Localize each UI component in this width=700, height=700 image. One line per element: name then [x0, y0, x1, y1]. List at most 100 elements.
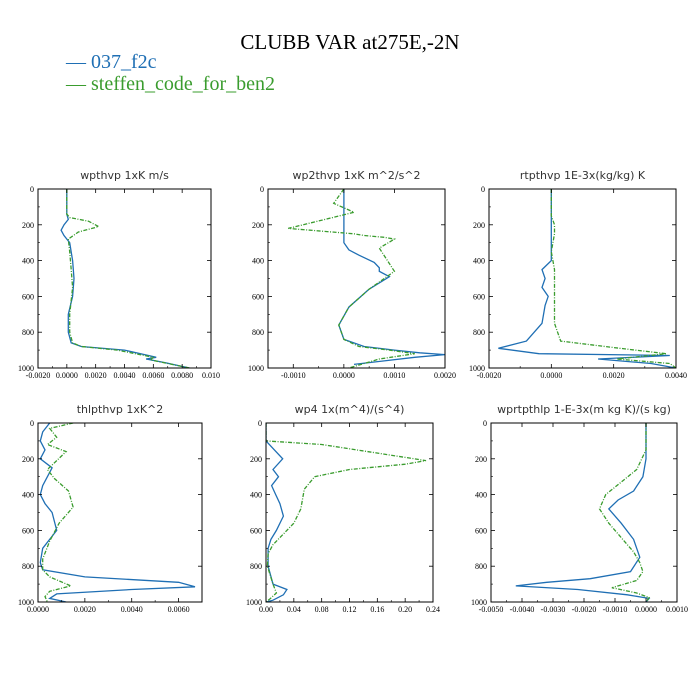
series-line-steffen-code-for-ben2	[550, 189, 676, 368]
x-tick-label: -0.0030	[541, 605, 566, 614]
y-tick-label: 400	[22, 257, 34, 266]
y-tick-label: 1000	[469, 364, 485, 373]
x-tick-label: -0.0020	[26, 371, 51, 380]
x-tick-label: 0.0060	[142, 371, 164, 380]
x-tick-label: 0.20	[398, 605, 412, 614]
y-tick-label: 0	[30, 419, 34, 428]
x-tick-label: 0.0040	[121, 605, 143, 614]
x-tick-label: -0.0010	[603, 605, 628, 614]
y-tick-label: 800	[22, 562, 34, 571]
y-tick-label: 400	[252, 257, 264, 266]
series-line-steffen-code-for-ben2	[598, 423, 651, 602]
y-tick-label: 400	[473, 257, 485, 266]
series-line-steffen-code-for-ben2	[266, 423, 427, 602]
chart-panel-6: wprtpthlp 1-E-3x(m kg K)/(s kg) -0.0050 -0…	[471, 403, 688, 614]
x-tick-label: 0.16	[370, 605, 384, 614]
y-tick-label: 600	[473, 292, 485, 301]
plot-frame	[37, 422, 203, 603]
x-tick-label: 0.0040	[665, 371, 687, 380]
series-line-steffen-code-for-ben2	[42, 423, 74, 602]
x-tick-label: 0.24	[426, 605, 440, 614]
x-tick-label: 0.0020	[603, 371, 625, 380]
y-tick-label: 1000	[248, 364, 264, 373]
y-tick-label: 0	[481, 185, 485, 194]
y-tick-label: 400	[250, 491, 262, 500]
x-tick-label: -0.0020	[572, 605, 597, 614]
y-tick-label: 0	[260, 185, 264, 194]
panel-title: wp2thvp 1xK m^2/s^2	[292, 169, 420, 182]
legend-entry-steffen: — steffen_code_for_ben2	[66, 73, 276, 95]
series-line-037-f2c	[266, 423, 288, 602]
series-line-037-f2c	[498, 189, 676, 368]
x-tick-label: 0.0000	[27, 605, 49, 614]
y-tick-label: 0	[483, 419, 487, 428]
chart-panel-5: wp4 1x(m^4)/(s^4) 0.00 0.04 0.08 0.12 0.16 0.2…	[246, 403, 440, 614]
x-tick-label: 0.0010	[383, 371, 405, 380]
x-tick-label: -0.0040	[510, 605, 535, 614]
chart-panel-2: wp2thvp 1xK m^2/s^2 -0.0010 0.0000 0.0010 0.…	[248, 169, 456, 380]
x-tick-label: 0.0020	[434, 371, 456, 380]
series-line-037-f2c	[515, 423, 651, 602]
y-tick-label: 600	[252, 292, 264, 301]
x-tick-label: -0.0020	[477, 371, 502, 380]
x-tick-label: 0.0020	[74, 605, 96, 614]
x-tick-label: 0.04	[287, 605, 301, 614]
y-tick-label: 0	[30, 185, 34, 194]
figure-title: CLUBB VAR at275E,-2N	[240, 30, 460, 54]
y-tick-label: 200	[22, 221, 34, 230]
plot-frame	[490, 422, 678, 603]
y-tick-label: 600	[22, 526, 34, 535]
x-tick-label: 0.0000	[56, 371, 78, 380]
y-tick-label: 1000	[18, 598, 34, 607]
x-tick-label: 0.12	[343, 605, 357, 614]
panel-title: wpthvp 1xK m/s	[80, 169, 169, 182]
y-tick-label: 1000	[18, 364, 34, 373]
y-tick-label: 200	[250, 455, 262, 464]
x-tick-label: 0.08	[315, 605, 329, 614]
plot-frame	[267, 188, 446, 369]
y-tick-label: 400	[475, 491, 487, 500]
y-tick-label: 600	[250, 526, 262, 535]
x-tick-label: 0.0080	[171, 371, 193, 380]
panel-title: rtpthvp 1E-3x(kg/kg) K	[520, 169, 646, 182]
y-tick-label: 1000	[246, 598, 262, 607]
series-line-037-f2c	[39, 423, 196, 602]
x-tick-label: 0.0010	[666, 605, 688, 614]
y-tick-label: 200	[252, 221, 264, 230]
series-line-037-f2c	[60, 189, 190, 368]
plot-frame	[488, 188, 677, 369]
series-line-steffen-code-for-ben2	[66, 189, 190, 368]
series-line-037-f2c	[338, 189, 445, 366]
x-tick-label: 0.0020	[85, 371, 107, 380]
x-tick-label: -0.0010	[281, 371, 306, 380]
y-tick-label: 800	[475, 562, 487, 571]
y-tick-label: 200	[473, 221, 485, 230]
legend-entry-037-f2c: — 037_f2c	[66, 51, 157, 73]
plot-frame	[265, 422, 434, 603]
y-tick-label: 200	[475, 455, 487, 464]
y-tick-label: 800	[252, 328, 264, 337]
x-tick-label: 0.0000	[540, 371, 562, 380]
x-tick-label: 0.0060	[168, 605, 190, 614]
x-tick-label: 0.0040	[114, 371, 136, 380]
panel-title: wp4 1x(m^4)/(s^4)	[295, 403, 405, 416]
x-tick-label: 0.0000	[635, 605, 657, 614]
plot-frame	[37, 188, 212, 369]
chart-panel-4: thlpthvp 1xK^2 0.0000 0.0020 0.0040 0.0060 0 2…	[18, 403, 203, 614]
y-tick-label: 0	[258, 419, 262, 428]
chart-panel-3: rtpthvp 1E-3x(kg/kg) K -0.0020 0.0000 0.002…	[469, 169, 687, 380]
y-tick-label: 800	[22, 328, 34, 337]
x-tick-label: -0.0050	[479, 605, 504, 614]
y-tick-label: 400	[22, 491, 34, 500]
panel-title: thlpthvp 1xK^2	[77, 403, 164, 416]
series-line-steffen-code-for-ben2	[288, 189, 415, 368]
panel-title: wprtpthlp 1-E-3x(m kg K)/(s kg)	[497, 403, 671, 416]
x-tick-label: 0.00	[259, 605, 273, 614]
y-tick-label: 800	[473, 328, 485, 337]
x-tick-label: 0.010	[202, 371, 220, 380]
y-tick-label: 600	[475, 526, 487, 535]
y-tick-label: 200	[22, 455, 34, 464]
x-tick-label: 0.0000	[333, 371, 355, 380]
y-tick-label: 1000	[471, 598, 487, 607]
